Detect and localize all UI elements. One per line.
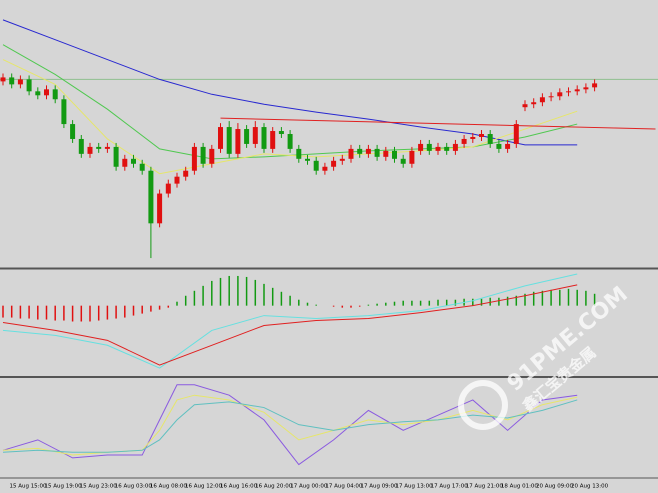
x-tick-label: 16 Aug 20:00 xyxy=(255,484,293,490)
indicator-line xyxy=(220,117,656,130)
x-tick-label: 20 Aug 13:00 xyxy=(571,484,609,490)
candle-body xyxy=(566,91,571,93)
indicator-line xyxy=(2,399,578,453)
candle-body xyxy=(522,104,528,108)
candle-body xyxy=(409,150,415,164)
candle-body xyxy=(96,146,102,149)
x-tick-label: 17 Aug 17:00 xyxy=(431,484,469,490)
candle-body xyxy=(487,134,493,144)
candle-body xyxy=(287,134,293,149)
candle-body xyxy=(78,138,84,154)
candle-body xyxy=(17,79,23,85)
candle-body xyxy=(426,143,432,151)
candle-body xyxy=(557,92,563,97)
candle-body xyxy=(235,129,241,154)
candle-body xyxy=(218,127,223,149)
candle-body xyxy=(531,102,537,105)
candle-body xyxy=(209,148,215,164)
candle-body xyxy=(139,163,145,171)
watermark-logo xyxy=(458,380,508,430)
x-tick-label: 17 Aug 21:00 xyxy=(466,484,504,490)
candle-body xyxy=(365,148,371,154)
x-tick-label: 17 Aug 13:00 xyxy=(396,484,434,490)
candle-body xyxy=(52,89,58,100)
candle-body xyxy=(131,158,136,164)
candle-body xyxy=(122,158,128,167)
candle-body xyxy=(479,134,484,137)
x-tick-label: 17 Aug 04:00 xyxy=(325,484,363,490)
indicator-line xyxy=(2,384,578,466)
candle-body xyxy=(26,79,32,92)
candle-body xyxy=(200,146,206,164)
candle-body xyxy=(452,143,458,151)
candle-body xyxy=(113,146,119,167)
x-tick-label: 16 Aug 12:00 xyxy=(185,484,223,490)
candle-body xyxy=(583,87,589,90)
candle-body xyxy=(0,77,6,82)
candle-body xyxy=(165,183,171,194)
candle-body xyxy=(548,96,554,98)
candle-body xyxy=(461,138,467,144)
candle-body xyxy=(296,148,302,159)
candle-body xyxy=(244,129,250,144)
candle-body xyxy=(270,131,276,149)
x-tick-label: 15 Aug 23:00 xyxy=(80,484,118,490)
candle-body xyxy=(278,131,284,134)
indicator-line xyxy=(2,59,578,175)
candle-body xyxy=(252,127,258,144)
candle-body xyxy=(400,158,406,164)
x-tick-label: 16 Aug 08:00 xyxy=(150,484,188,490)
candle-body xyxy=(104,146,110,149)
candle-body xyxy=(322,166,328,171)
candle-body xyxy=(470,136,476,139)
candle-body xyxy=(513,124,519,144)
candle-body xyxy=(174,176,180,184)
candle-body xyxy=(444,146,450,151)
candle-body xyxy=(35,91,41,96)
candle-body xyxy=(261,127,267,149)
candle-body xyxy=(539,97,545,103)
candle-body xyxy=(148,170,154,224)
candle-body xyxy=(496,143,502,149)
candle-body xyxy=(157,193,163,224)
candle-body xyxy=(392,150,397,159)
candle-body xyxy=(226,127,232,154)
x-tick-label: 20 Aug 09:00 xyxy=(536,484,574,490)
x-tick-label: 17 Aug 09:00 xyxy=(360,484,398,490)
candle-body xyxy=(383,150,389,157)
indicator-line xyxy=(2,273,578,369)
candle-body xyxy=(191,146,197,171)
candle-body xyxy=(435,146,441,151)
candle-body xyxy=(418,143,424,151)
candle-body xyxy=(305,158,310,161)
x-tick-label: 16 Aug 03:00 xyxy=(115,484,153,490)
x-tick-label: 18 Aug 01:00 xyxy=(501,484,539,490)
candle-body xyxy=(348,148,354,159)
candle-body xyxy=(374,148,380,157)
candle-body xyxy=(505,143,511,149)
x-tick-label: 15 Aug 19:00 xyxy=(45,484,83,490)
candle-body xyxy=(9,77,15,85)
candle-body xyxy=(339,158,345,161)
candle-body xyxy=(87,146,93,154)
candle-body xyxy=(313,160,319,171)
candle-body xyxy=(183,170,189,177)
candle-body xyxy=(44,89,49,96)
candle-body xyxy=(70,124,76,139)
candle-body xyxy=(61,99,67,125)
candle-body xyxy=(357,148,363,154)
x-tick-label: 15 Aug 15:00 xyxy=(9,484,47,490)
x-tick-label: 17 Aug 00:00 xyxy=(290,484,328,490)
candle-body xyxy=(574,89,580,92)
candle-body xyxy=(331,160,337,167)
x-tick-label: 16 Aug 16:00 xyxy=(220,484,258,490)
indicator-line xyxy=(2,284,578,366)
candle-body xyxy=(592,83,598,88)
